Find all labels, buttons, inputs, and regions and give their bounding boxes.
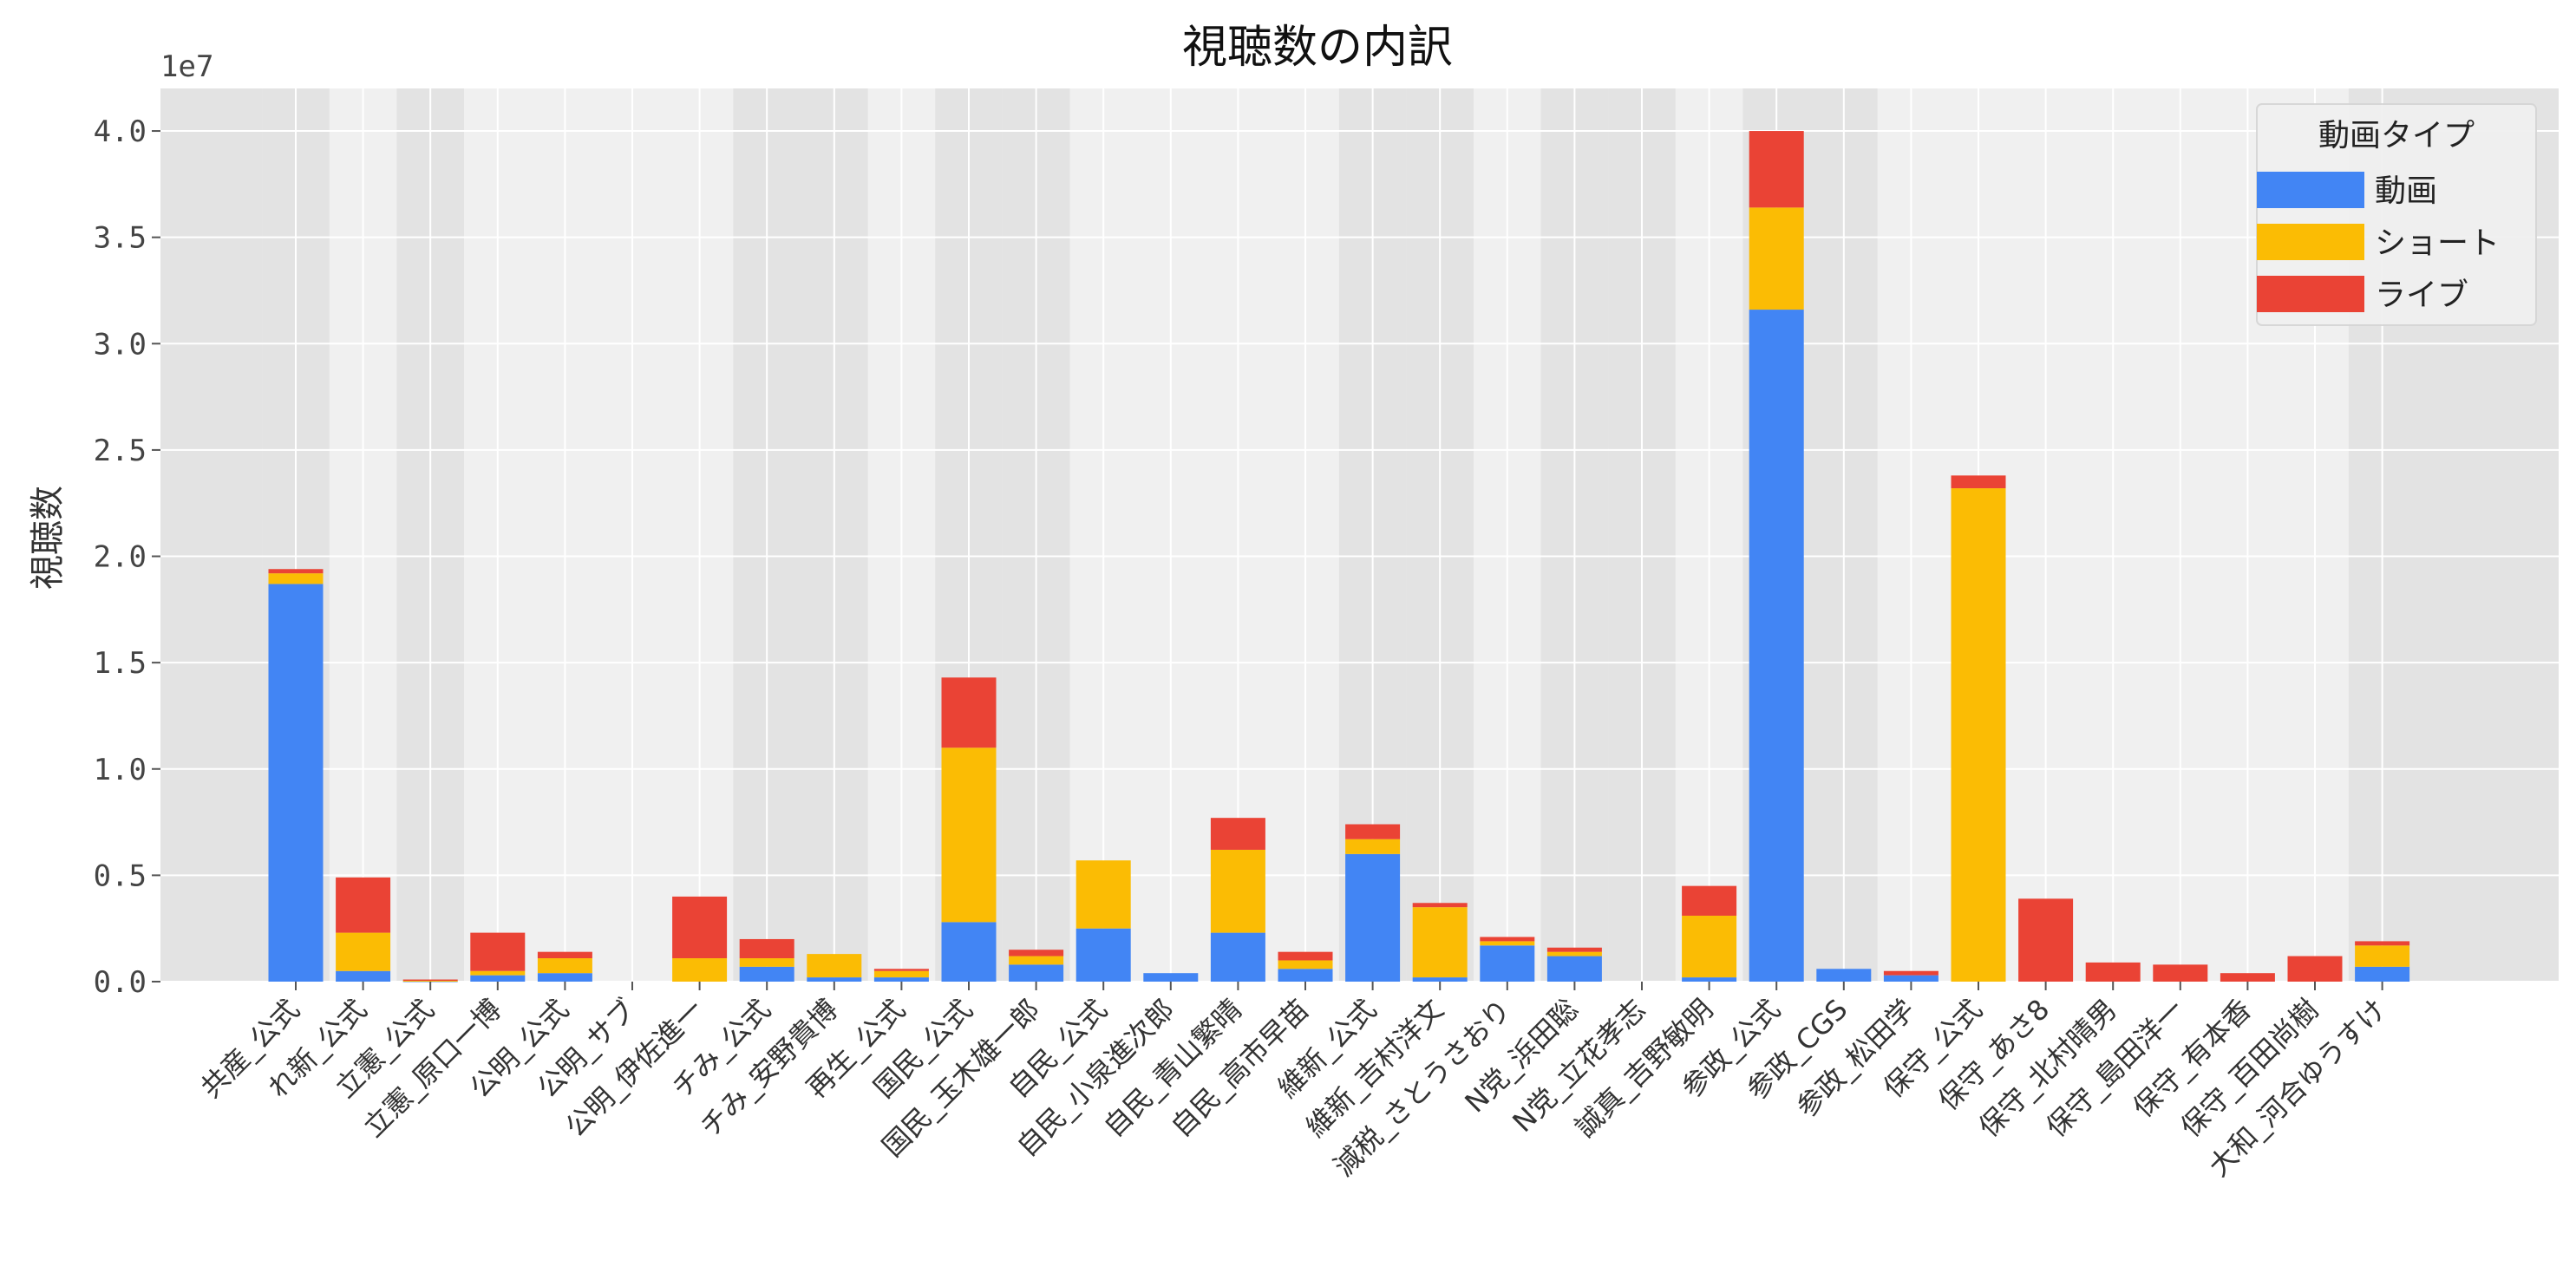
y-axis-ticks: 0.0 0.5 1.0 1.5 2.0 2.5 3.0 3.5 4.0 <box>94 114 160 1000</box>
bar-segment <box>1278 951 1333 961</box>
bar-segment <box>1076 928 1131 982</box>
bar-segment <box>807 977 862 982</box>
bar-segment <box>1546 956 1602 982</box>
bar-segment <box>941 677 997 748</box>
bar-segment <box>941 922 997 982</box>
bar-segment <box>537 951 592 959</box>
bar-segment <box>2355 966 2410 982</box>
bar-segment <box>268 573 324 584</box>
bar-segment <box>1345 824 1401 839</box>
y-tick-label: 2.5 <box>94 434 147 468</box>
bar-segment <box>470 932 526 971</box>
legend-box <box>2256 103 2537 326</box>
y-tick-label: 3.5 <box>94 221 147 256</box>
bars <box>268 131 2410 982</box>
bar-segment <box>268 569 324 574</box>
legend-title: 動画タイプ <box>2318 118 2475 153</box>
bar-segment <box>1009 956 1064 965</box>
bar-segment <box>873 977 929 982</box>
bar-segment <box>1749 207 1804 310</box>
bar-segment <box>402 979 458 982</box>
bar-segment <box>1816 969 1872 982</box>
y-axis-label: 視聴数 <box>28 486 68 590</box>
bar-segment <box>672 896 728 959</box>
bar-segment <box>739 966 794 982</box>
bar-segment <box>2085 962 2141 982</box>
bar-segment <box>1210 932 1265 982</box>
bar-segment <box>1210 818 1265 850</box>
x-axis-ticks: 共産_公式れ新_公式立憲_公式立憲_原口一博公明_公式公明_サブ公明_伊佐進一チ… <box>194 982 2392 1183</box>
legend-swatch <box>2257 224 2364 260</box>
edge-band-left <box>160 88 263 982</box>
bar-segment <box>1951 475 2006 489</box>
bar-segment <box>1412 907 1468 978</box>
bar-segment <box>1345 839 1401 854</box>
legend-swatch <box>2257 276 2364 312</box>
legend-swatch <box>2257 172 2364 208</box>
bar-segment <box>2153 964 2208 982</box>
bar-segment <box>1480 937 1535 942</box>
legend-label: ライブ <box>2375 277 2468 313</box>
bar-segment <box>1009 950 1064 956</box>
bar-segment <box>1480 941 1535 946</box>
bar-segment <box>672 958 728 982</box>
bar-segment <box>402 981 458 982</box>
bar-segment <box>2355 945 2410 967</box>
bar-segment <box>268 584 324 982</box>
y-tick-label: 1.0 <box>94 753 147 787</box>
bar-segment <box>1143 973 1199 982</box>
bar-segment <box>336 932 391 971</box>
y-tick-label: 0.0 <box>94 965 147 1000</box>
bar-segment <box>336 877 391 933</box>
bar-segment <box>1210 849 1265 933</box>
bar-segment <box>739 958 794 967</box>
bar-segment <box>1546 951 1602 956</box>
bar-segment <box>873 969 929 971</box>
bar-segment <box>1412 977 1468 982</box>
bar-segment <box>1682 915 1737 978</box>
bar-segment <box>1412 903 1468 908</box>
bar-segment <box>2018 898 2074 982</box>
chart-title: 視聴数の内訳 <box>1182 22 1453 74</box>
bar-segment <box>1749 131 1804 208</box>
bar-segment <box>336 970 391 982</box>
bar-segment <box>1076 860 1131 929</box>
y-tick-label: 3.0 <box>94 327 147 362</box>
legend-label: ショート <box>2375 225 2500 261</box>
y-tick-label: 2.0 <box>94 540 147 575</box>
bar-segment <box>1546 947 1602 952</box>
y-tick-label: 0.5 <box>94 858 147 893</box>
bar-segment <box>1278 969 1333 982</box>
bar-segment <box>1009 964 1064 982</box>
bar-segment <box>1682 977 1737 982</box>
bar-segment <box>807 954 862 978</box>
bar-segment <box>1345 853 1401 982</box>
bar-segment <box>1278 960 1333 969</box>
bar-segment <box>1682 885 1737 916</box>
bar-segment <box>941 747 997 923</box>
y-tick-label: 1.5 <box>94 646 147 681</box>
bar-segment <box>1883 970 1939 976</box>
bar-segment <box>873 970 929 978</box>
bar-segment <box>1951 488 2006 982</box>
bar-segment <box>2220 973 2275 982</box>
bar-segment <box>537 958 592 974</box>
bar-segment <box>2355 941 2410 946</box>
bar-segment <box>2287 956 2343 982</box>
bar-segment <box>1749 310 1804 982</box>
bar-segment <box>1480 945 1535 982</box>
legend-label: 動画 <box>2375 173 2437 209</box>
bar-segment <box>470 970 526 976</box>
bar-segment <box>470 975 526 982</box>
bar-segment <box>739 938 794 959</box>
y-axis-offset-label: 1e7 <box>160 49 213 84</box>
bar-segment <box>537 973 592 982</box>
bar-segment <box>1883 975 1939 982</box>
y-tick-label: 4.0 <box>94 114 147 149</box>
